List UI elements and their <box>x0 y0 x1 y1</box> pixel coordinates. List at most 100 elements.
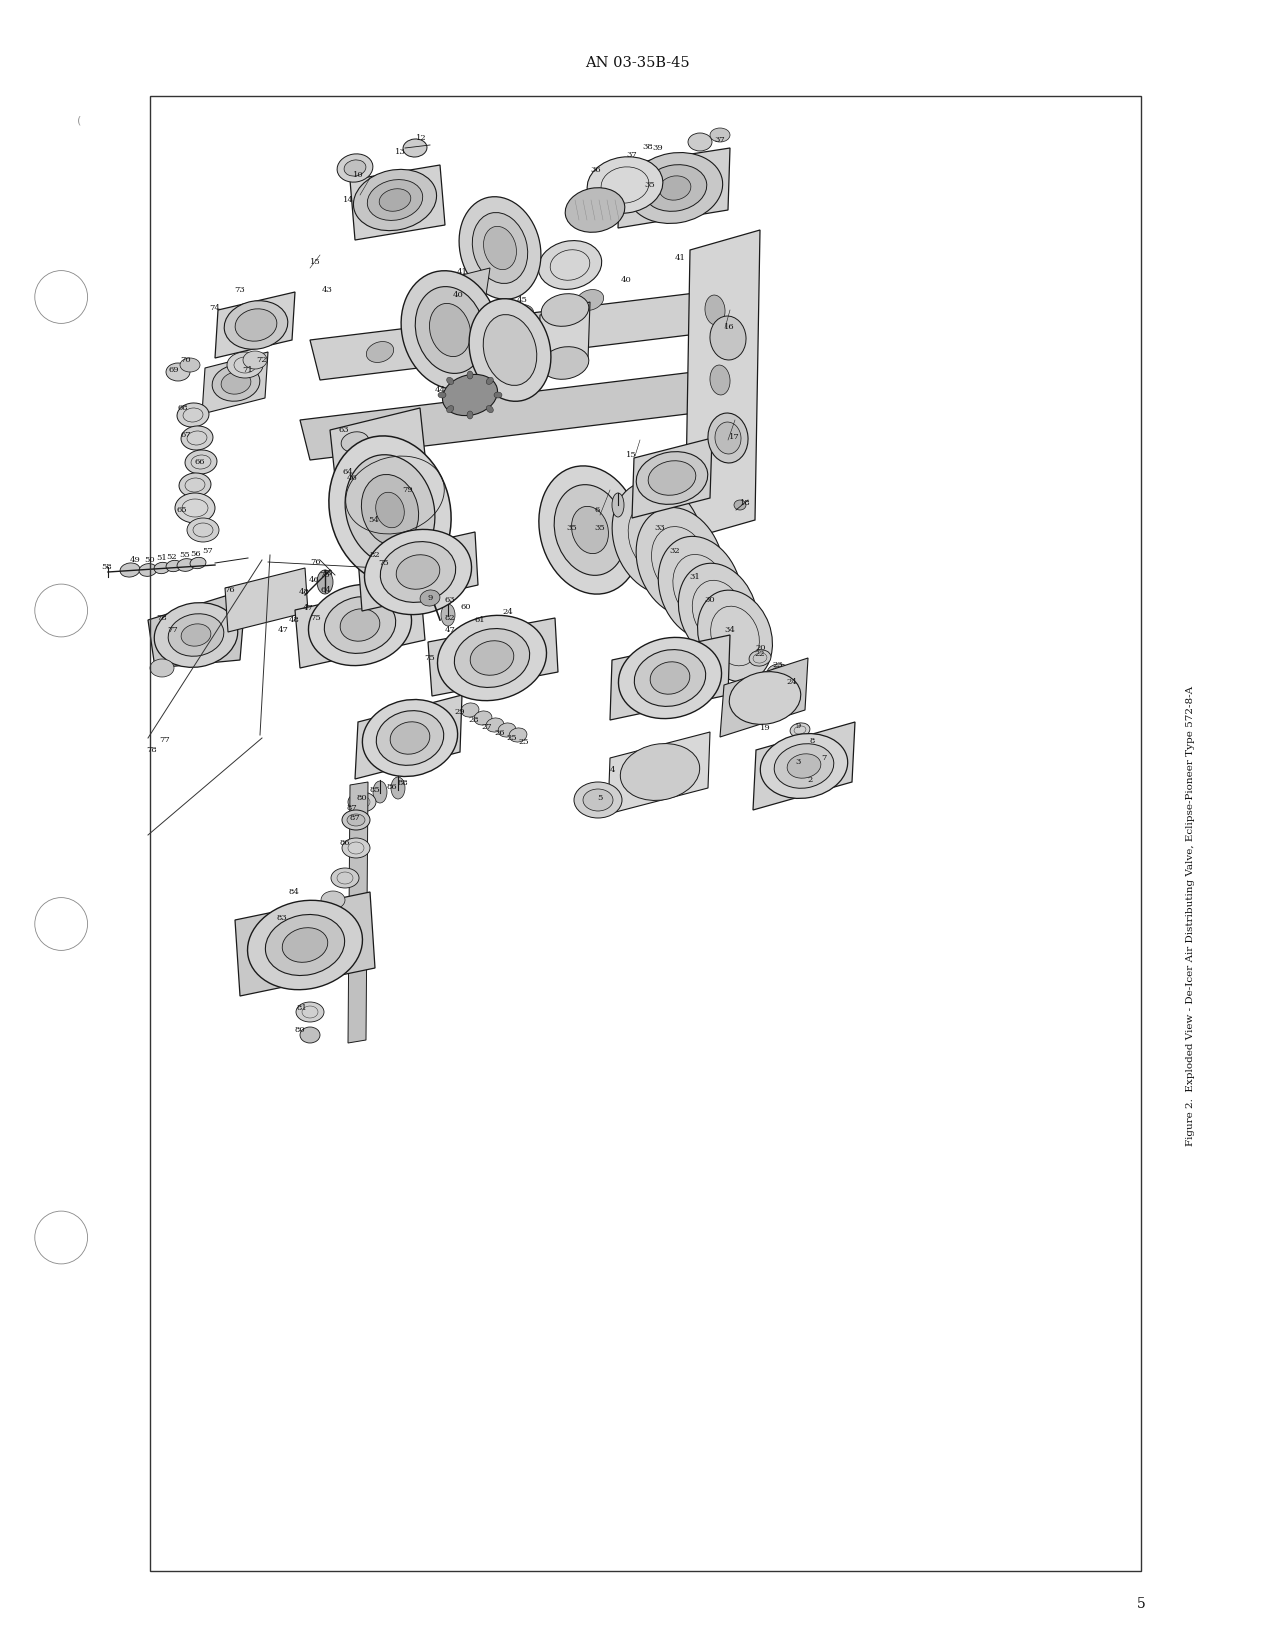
Ellipse shape <box>812 756 831 769</box>
Text: 39: 39 <box>653 144 663 152</box>
Ellipse shape <box>437 615 547 701</box>
Ellipse shape <box>181 426 213 450</box>
Ellipse shape <box>154 602 237 667</box>
Ellipse shape <box>565 188 625 233</box>
Text: 41: 41 <box>674 254 686 262</box>
Ellipse shape <box>353 170 436 231</box>
Ellipse shape <box>337 153 372 182</box>
Text: 87: 87 <box>349 813 361 822</box>
Text: 64: 64 <box>343 469 353 475</box>
Text: 63: 63 <box>339 426 349 434</box>
Ellipse shape <box>154 563 170 574</box>
Ellipse shape <box>347 813 365 827</box>
Text: 20: 20 <box>756 644 766 652</box>
Ellipse shape <box>688 134 711 152</box>
Text: 79: 79 <box>403 487 413 493</box>
Ellipse shape <box>486 718 504 733</box>
Ellipse shape <box>348 792 376 812</box>
Ellipse shape <box>768 663 789 680</box>
Circle shape <box>34 898 88 950</box>
Text: 56: 56 <box>191 549 201 558</box>
Ellipse shape <box>483 315 537 386</box>
Ellipse shape <box>493 393 502 398</box>
Ellipse shape <box>342 838 370 858</box>
Ellipse shape <box>442 375 497 416</box>
Text: 82: 82 <box>370 551 380 559</box>
Bar <box>150 96 1141 1571</box>
Ellipse shape <box>583 789 613 812</box>
Ellipse shape <box>180 358 200 371</box>
Text: 51: 51 <box>157 554 167 563</box>
Text: 26: 26 <box>495 729 505 738</box>
Text: 86: 86 <box>386 784 398 790</box>
Text: 19: 19 <box>760 724 770 733</box>
Ellipse shape <box>469 299 551 401</box>
Text: 5: 5 <box>597 794 603 802</box>
Ellipse shape <box>621 744 700 800</box>
Polygon shape <box>685 229 760 540</box>
Ellipse shape <box>366 342 394 363</box>
Text: 18: 18 <box>740 498 751 507</box>
Text: 55: 55 <box>180 551 190 559</box>
Text: 33: 33 <box>654 525 666 531</box>
Ellipse shape <box>324 597 395 653</box>
Text: 64: 64 <box>320 586 332 594</box>
Text: 40: 40 <box>621 276 631 284</box>
Ellipse shape <box>787 754 821 779</box>
Circle shape <box>34 1211 88 1264</box>
Text: 16: 16 <box>724 323 734 332</box>
Polygon shape <box>310 290 731 380</box>
Text: 35: 35 <box>645 182 655 190</box>
Text: 77: 77 <box>167 625 179 634</box>
Text: 38: 38 <box>643 144 653 152</box>
Text: 37: 37 <box>714 135 725 144</box>
Text: 74: 74 <box>209 304 221 312</box>
Ellipse shape <box>729 672 801 724</box>
Text: 24: 24 <box>502 607 514 615</box>
Text: 48: 48 <box>298 587 310 596</box>
Ellipse shape <box>436 322 464 343</box>
Text: 85: 85 <box>370 785 380 794</box>
Text: 9: 9 <box>427 594 432 602</box>
Ellipse shape <box>332 868 360 888</box>
Text: 8: 8 <box>810 738 815 746</box>
Ellipse shape <box>221 371 251 394</box>
Text: 36: 36 <box>590 167 602 173</box>
Text: 9: 9 <box>796 723 801 729</box>
Polygon shape <box>618 148 731 228</box>
Text: 87: 87 <box>347 804 357 812</box>
Ellipse shape <box>300 1026 320 1043</box>
Text: 6: 6 <box>594 507 599 515</box>
Ellipse shape <box>380 541 455 602</box>
Ellipse shape <box>177 403 209 427</box>
Ellipse shape <box>296 1002 324 1021</box>
Text: 4: 4 <box>609 766 615 774</box>
Ellipse shape <box>715 422 741 454</box>
Ellipse shape <box>634 650 705 706</box>
Ellipse shape <box>376 711 444 766</box>
Ellipse shape <box>588 157 663 213</box>
Ellipse shape <box>346 455 435 566</box>
Ellipse shape <box>612 482 704 594</box>
Text: 67: 67 <box>181 431 191 439</box>
Polygon shape <box>428 619 558 696</box>
Ellipse shape <box>538 241 602 289</box>
Polygon shape <box>148 592 245 668</box>
Ellipse shape <box>168 614 224 657</box>
Text: 65: 65 <box>177 507 187 515</box>
Ellipse shape <box>441 604 455 625</box>
Text: 78: 78 <box>147 746 157 754</box>
Ellipse shape <box>362 700 458 777</box>
Text: 23: 23 <box>773 662 783 668</box>
Ellipse shape <box>710 129 731 142</box>
Ellipse shape <box>779 680 801 696</box>
Text: 31: 31 <box>690 573 700 581</box>
Text: 76: 76 <box>224 586 236 594</box>
Polygon shape <box>295 582 425 668</box>
Polygon shape <box>632 437 711 518</box>
Text: 3: 3 <box>796 757 801 766</box>
Text: 28: 28 <box>469 716 479 724</box>
Ellipse shape <box>483 226 516 269</box>
Ellipse shape <box>760 734 848 799</box>
Text: 81: 81 <box>297 1003 307 1011</box>
